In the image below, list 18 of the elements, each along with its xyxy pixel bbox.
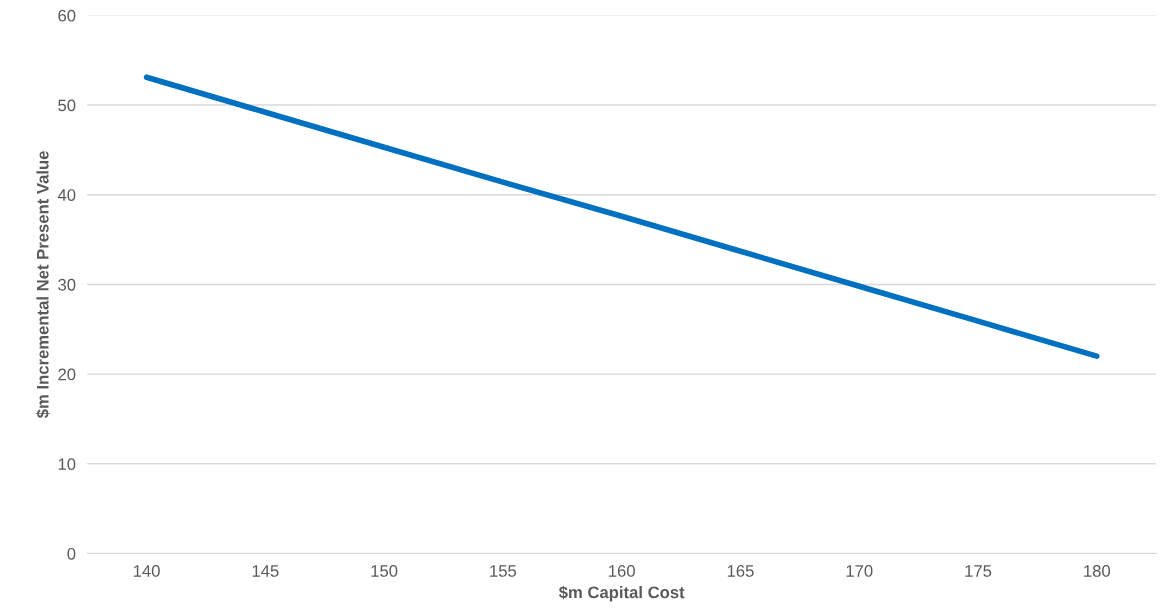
y-tick-label: 30: [58, 278, 76, 291]
x-tick-label: 180: [1084, 565, 1111, 577]
x-tick-label: 170: [846, 565, 873, 577]
x-tick-label: 155: [490, 565, 517, 577]
y-axis-title: $m Incremental Net Present Value: [36, 151, 50, 419]
x-tick-label: 160: [609, 565, 635, 577]
y-tick-label: 40: [57, 189, 76, 201]
x-tick-label: 175: [965, 565, 992, 577]
x-tick-label: 145: [252, 565, 279, 577]
y-tick-label: 60: [58, 9, 76, 22]
x-tick-label: 165: [727, 565, 754, 577]
y-tick-label: 10: [58, 458, 76, 471]
y-tick-label: 0: [67, 547, 76, 560]
x-tick-label: 140: [133, 565, 160, 577]
y-tick-label: 20: [58, 368, 76, 381]
x-axis-title: $m Capital Cost: [558, 585, 685, 602]
x-tick-label: 150: [371, 565, 398, 577]
y-tick-label: 50: [58, 99, 76, 112]
